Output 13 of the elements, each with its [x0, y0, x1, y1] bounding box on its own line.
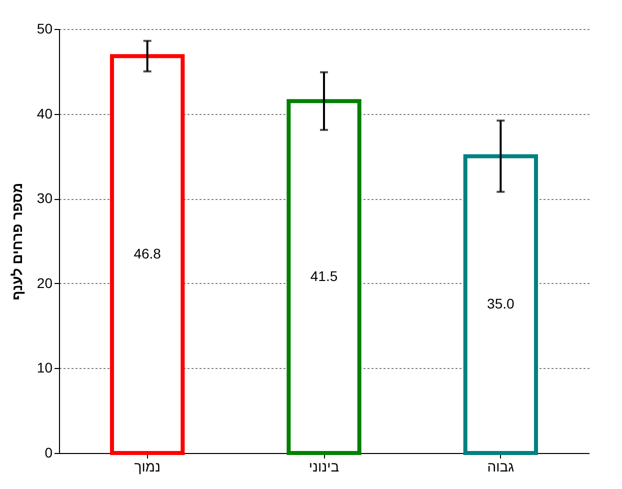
x-tick-label: נמוך — [134, 458, 160, 474]
y-tick-label: 10 — [36, 360, 53, 376]
data-label: 41.5 — [310, 268, 338, 284]
data-label: 46.8 — [134, 246, 162, 262]
x-tick-label: בינוני — [308, 458, 340, 474]
x-tick-label: גבוה — [487, 458, 514, 474]
y-tick-label: 40 — [36, 105, 53, 122]
y-tick-label: 0 — [44, 444, 53, 460]
data-label: 35.0 — [487, 296, 515, 312]
y-axis-title: מספר פרחים לענף — [8, 182, 25, 300]
y-tick-label: 20 — [36, 274, 53, 291]
y-tick-label: 50 — [36, 20, 53, 36]
y-tick-label: 30 — [36, 190, 53, 206]
